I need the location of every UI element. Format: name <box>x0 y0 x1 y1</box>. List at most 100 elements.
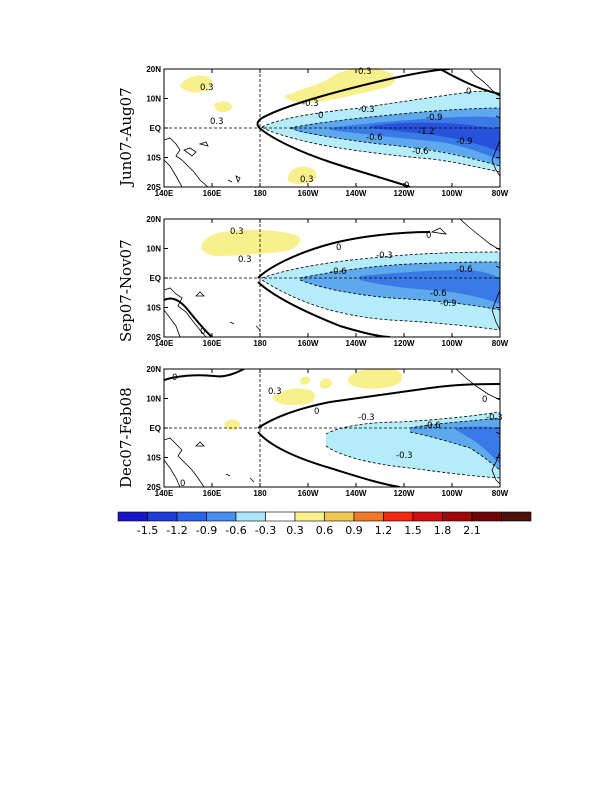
colorbar-swatch <box>353 511 384 522</box>
colorbar-swatch <box>442 511 473 522</box>
p3-contour-zero <box>257 383 500 487</box>
contour-label: 0.3 <box>300 175 314 185</box>
contour-label: 0 <box>318 111 323 121</box>
contour-label: 0 <box>466 87 471 97</box>
p3-region-pos-e <box>300 376 311 385</box>
contour-label: -0.6 <box>456 265 473 275</box>
colorbar-label: -0.6 <box>225 524 246 537</box>
y-tick-label: EQ <box>149 124 161 133</box>
colorbar-label: 1.2 <box>375 524 393 537</box>
x-tick-label: 140E <box>155 489 174 498</box>
x-tick-label: 160E <box>203 339 222 348</box>
y-tick-label: 20N <box>146 365 161 374</box>
panel3-fills <box>164 369 500 487</box>
colorbar-swatch <box>501 511 532 522</box>
p1-region-pos-north2 <box>214 101 232 113</box>
p3-region-pos-a <box>272 388 315 406</box>
colorbar-label: 1.5 <box>404 524 422 537</box>
p1-region-neg12 <box>370 122 500 152</box>
x-tick-label: 80W <box>492 189 509 198</box>
p1-contour-neg03 <box>261 90 500 128</box>
colorbar-label: -0.9 <box>196 524 217 537</box>
panel2-label: Sep07-Nov07 <box>117 239 135 342</box>
panel3-contour-labels: 0 0.3 0 -0.3 -0.6 -0.3 -0.3 0 0 <box>172 373 503 489</box>
contour-label: 0.3 <box>230 227 244 237</box>
x-tick-label: 160E <box>203 489 222 498</box>
x-tick-label: 140W <box>346 189 367 198</box>
p3-region-neg09 <box>456 426 500 464</box>
p2-contour-neg06 <box>299 261 500 311</box>
p2-contour-zero-b <box>164 297 213 337</box>
x-tick-label: 160W <box>298 339 319 348</box>
panel3-land <box>164 369 500 487</box>
panel2-axis: 140E 160E 180 160W 140W 120W 100W 80W 20N 10N EQ 10… <box>146 215 508 348</box>
p1-region-pos-south <box>287 166 317 184</box>
p1-contour-neg03b <box>261 126 500 173</box>
p3-region-pos-c <box>224 419 240 431</box>
panel1-label: Jun07-Aug07 <box>117 87 135 188</box>
contour-label: 0 <box>426 231 431 241</box>
colorbar-swatch <box>147 511 178 522</box>
p1-region-pos-north <box>284 69 396 103</box>
x-tick-label: 120W <box>394 189 415 198</box>
contour-label: -0.3 <box>376 251 393 261</box>
contour-label: 0 <box>172 373 177 383</box>
y-tick-label: 10S <box>147 454 162 463</box>
x-tick-label: 160W <box>298 489 319 498</box>
contour-label: -0.3 <box>358 413 375 423</box>
contour-label: 0 <box>200 327 205 337</box>
panel-jun-aug: 0.3 0.3 -0.3 -0.3 -0.6 -0.9 -1.2 -0.9 -0… <box>117 65 509 198</box>
x-tick-label: 160E <box>203 189 222 198</box>
y-tick-label: 20N <box>146 215 161 224</box>
panel-sep-nov: 0.3 0.3 0 -0.3 -0.6 -0.6 -0.6 -0.9 0 0 S… <box>117 215 509 348</box>
contour-label: -0.6 <box>412 147 429 157</box>
contour-label: 0.3 <box>358 67 372 77</box>
p2-contour-neg03 <box>261 251 500 331</box>
x-tick-label: 80W <box>492 339 509 348</box>
contour-label: -0.3 <box>302 99 319 109</box>
panel1-fills <box>180 69 500 187</box>
y-tick-label: EQ <box>149 424 161 433</box>
x-tick-label: 140W <box>346 489 367 498</box>
y-tick-label: 20S <box>147 333 162 342</box>
colorbar-swatch <box>265 511 296 522</box>
colorbar-swatch <box>206 511 237 522</box>
colorbar-label: 0.9 <box>345 524 363 537</box>
x-tick-label: 100W <box>442 339 463 348</box>
y-tick-label: 10N <box>146 95 161 104</box>
contour-label: -0.9 <box>426 113 443 123</box>
contour-label: -0.9 <box>456 137 473 147</box>
contour-label: -0.3 <box>396 451 413 461</box>
contour-label: 0.3 <box>210 117 224 127</box>
x-tick-label: 180 <box>253 189 267 198</box>
x-tick-label: 80W <box>492 489 509 498</box>
x-tick-label: 120W <box>394 339 415 348</box>
p1-contour-zero <box>256 69 451 187</box>
x-tick-label: 180 <box>253 339 267 348</box>
colorbar-swatch <box>324 511 355 522</box>
x-tick-label: 100W <box>442 489 463 498</box>
panel3-label: Dec07-Feb08 <box>117 387 135 488</box>
p3-region-pos-d <box>320 378 332 389</box>
contour-label: -0.6 <box>330 267 347 277</box>
colorbar-label: 2.1 <box>463 524 481 537</box>
y-tick-label: 20N <box>146 65 161 74</box>
colorbar-swatch <box>383 511 414 522</box>
p3-contour-zero-b <box>164 369 245 381</box>
p3-contour-neg03 <box>325 411 500 479</box>
panel2-fills <box>164 230 500 337</box>
y-tick-label: 10N <box>146 245 161 254</box>
contour-label: 0 <box>180 479 185 489</box>
y-tick-label: 10S <box>147 154 162 163</box>
contour-label: 0 <box>314 407 319 417</box>
colorbar-label: 0.3 <box>286 524 304 537</box>
p2-contour-zero <box>257 231 431 337</box>
contour-label: 0.3 <box>238 255 252 265</box>
colorbar-label: 1.8 <box>434 524 452 537</box>
x-tick-label: 140E <box>155 189 174 198</box>
x-tick-label: 140E <box>155 339 174 348</box>
contour-label: 0 <box>336 243 341 253</box>
panel2-contour-labels: 0.3 0.3 0 -0.3 -0.6 -0.6 -0.6 -0.9 0 0 <box>200 227 473 337</box>
p3-region-pos-b <box>347 369 403 389</box>
